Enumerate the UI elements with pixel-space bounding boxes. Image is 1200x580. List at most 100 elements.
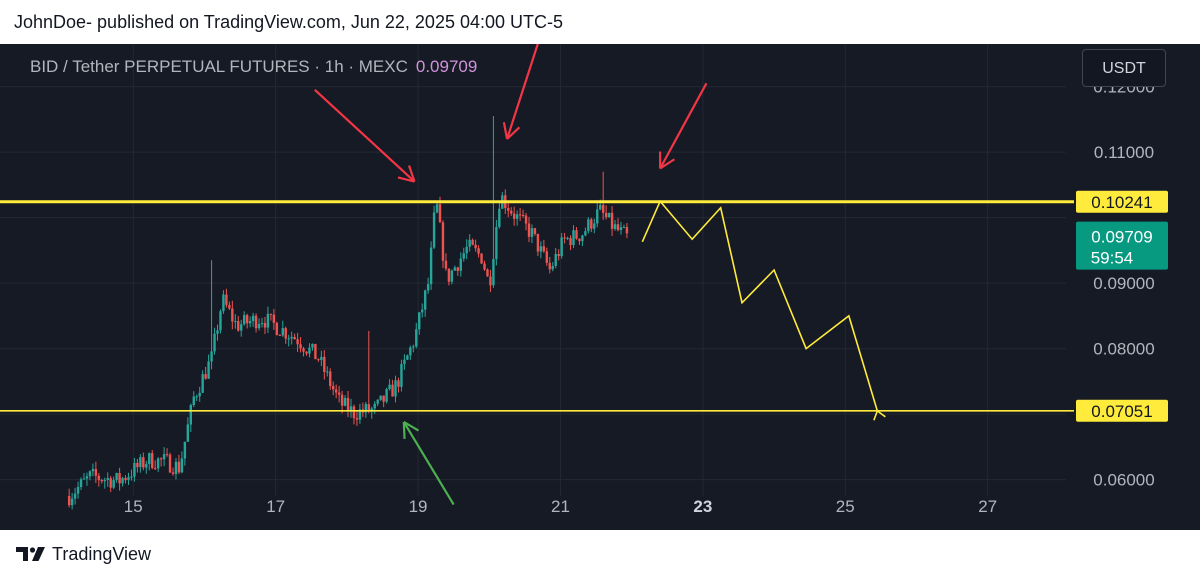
y-axis-tick-label: 0.08000 [1093, 340, 1154, 359]
candle-body [355, 418, 359, 420]
candle-body [204, 374, 207, 379]
candle-body [533, 228, 537, 234]
publish-info: JohnDoe- published on TradingView.com, J… [14, 12, 564, 32]
candle-body [483, 263, 486, 270]
candle-body [346, 397, 350, 412]
candle-body [364, 404, 368, 413]
candle-body [379, 395, 382, 400]
candle-body [373, 403, 376, 409]
candle-body [136, 462, 139, 468]
projection-arrowhead [873, 410, 879, 421]
candle-body [165, 454, 169, 456]
candle-body [495, 227, 498, 260]
candle-body [94, 468, 98, 476]
x-axis-tick-label: 21 [551, 497, 570, 516]
candle-body [234, 321, 237, 323]
y-axis-tick-label: 0.11000 [1094, 143, 1154, 162]
candle-body [406, 355, 409, 360]
candle-body [492, 259, 495, 286]
red-arrow-icon [506, 44, 539, 140]
candle-body [545, 251, 549, 263]
red-arrow-icon [659, 82, 708, 169]
candle-body [302, 348, 305, 352]
x-axis-tick-label: 19 [409, 497, 428, 516]
level-price-label: 0.07051 [1091, 402, 1152, 421]
candle-body [352, 406, 356, 419]
candle-body [480, 253, 483, 264]
candle-body [367, 404, 371, 412]
candle-body [210, 351, 213, 362]
candle-body [317, 359, 320, 361]
candle-body [593, 223, 596, 229]
candle-body [263, 322, 267, 328]
red-arrowhead [407, 165, 416, 182]
candle-body [590, 219, 593, 229]
red-arrowhead [502, 122, 509, 140]
candle-body [192, 396, 195, 406]
candle-body [512, 213, 516, 219]
candle-body [569, 237, 572, 246]
price-chart[interactable]: 0.120000.110000.090000.080000.0600015171… [0, 44, 1200, 530]
candle-body [257, 324, 261, 329]
candle-body [468, 239, 471, 247]
bar-countdown-label: 59:54 [1091, 249, 1134, 268]
candle-body [287, 338, 290, 340]
candle-body [426, 284, 430, 291]
candle-body [100, 480, 103, 482]
candle-body [510, 210, 513, 214]
candle-body [329, 371, 332, 386]
candle-body [459, 258, 462, 271]
candle-body [607, 212, 611, 218]
candle-body [539, 246, 543, 252]
candle-body [156, 458, 160, 469]
candle-body [391, 384, 394, 397]
last-price-tag [1076, 221, 1168, 270]
candle-body [216, 330, 219, 334]
candle-body [444, 260, 448, 269]
candle-body [601, 204, 605, 213]
symbol-legend: BID / Tether PERPETUAL FUTURES · 1h · ME… [30, 57, 477, 77]
currency-button[interactable]: USDT [1082, 49, 1166, 87]
candle-body [578, 238, 581, 242]
candle-body [299, 344, 302, 349]
chart-panel[interactable]: 0.120000.110000.090000.080000.0600015171… [0, 44, 1200, 530]
candle-body [622, 227, 626, 229]
green-arrowhead [403, 421, 420, 432]
candle-body [474, 244, 477, 249]
candle-body [557, 253, 560, 257]
candle-body [397, 380, 400, 387]
footer-brand-name: TradingView [52, 543, 152, 564]
candle-body [441, 222, 445, 261]
candle-body [471, 239, 474, 245]
candle-body [412, 346, 415, 348]
candle-body [219, 311, 222, 331]
candle-body [186, 424, 190, 442]
candle-body [429, 247, 433, 285]
x-axis-tick-label: 23 [693, 497, 712, 516]
candle-body [189, 405, 192, 425]
candle-body [266, 313, 270, 328]
candle-body [73, 493, 77, 499]
candle-body [563, 237, 566, 239]
candle-body [394, 380, 397, 397]
candle-body [145, 463, 148, 468]
candle-body [79, 479, 83, 488]
candle-body [180, 458, 184, 473]
candle-body [159, 458, 163, 460]
candle-body [245, 315, 249, 324]
level-price-tag [1076, 399, 1168, 422]
candle-body [515, 214, 519, 219]
candle-body [243, 315, 246, 325]
candle-body [542, 246, 546, 252]
red-arrow-icon [314, 89, 416, 183]
candle-body [453, 267, 457, 271]
candle-body [148, 453, 151, 464]
candle-body [207, 361, 210, 379]
y-axis-tick-label: 0.09000 [1093, 274, 1154, 293]
candle-body [447, 268, 451, 282]
red-arrowhead [506, 126, 521, 140]
candle-body [275, 322, 279, 335]
candle-body [91, 468, 95, 472]
candle-body [240, 324, 243, 331]
candle-body [587, 219, 590, 232]
